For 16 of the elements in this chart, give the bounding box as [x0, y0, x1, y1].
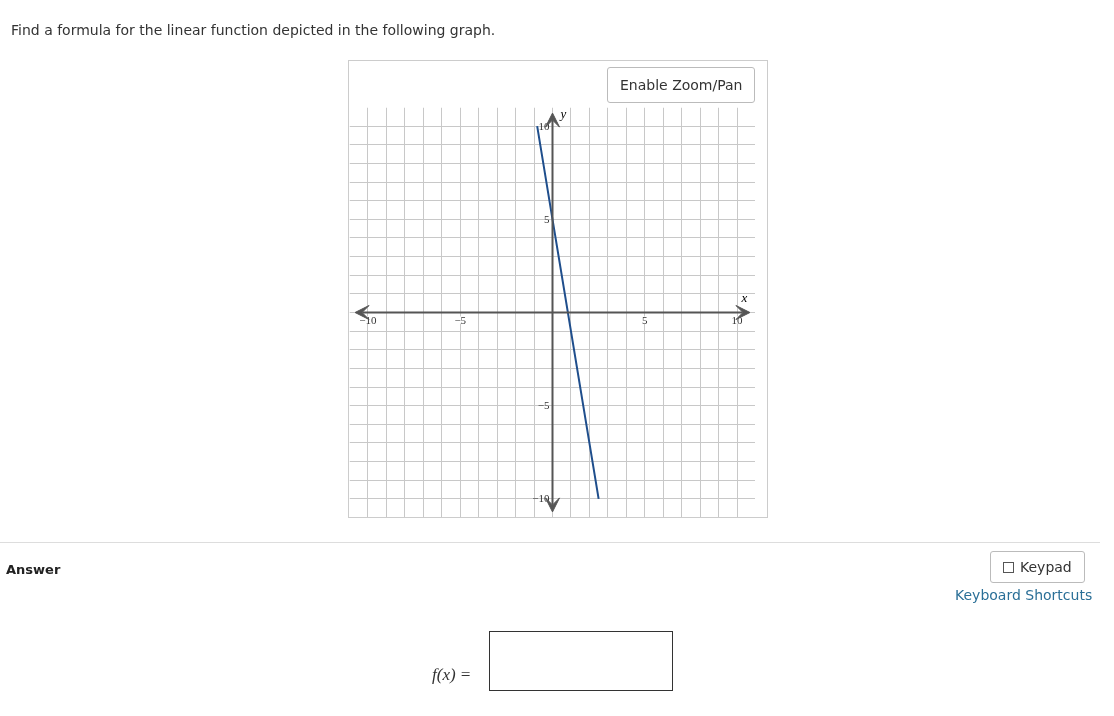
x-tick-label: −5 — [454, 313, 467, 326]
x-tick-label: 5 — [642, 313, 649, 326]
text: Keyboard Shortcuts — [955, 586, 1093, 605]
text: f(x) = — [432, 664, 472, 686]
x-axis-title: x — [740, 289, 748, 305]
x-tick-label: −10 — [359, 313, 378, 326]
x-tick-label: 10 — [731, 313, 744, 326]
text: Keypad — [990, 551, 1085, 583]
y-tick-label: 5 — [544, 212, 550, 225]
y-tick-label: 10 — [538, 119, 550, 132]
y-axis-title: y — [558, 105, 567, 121]
y-tick-label: −10 — [532, 492, 550, 505]
y-tick-label: −5 — [537, 399, 550, 412]
chart-title: Find a formula for the linear function depicted in the following graph. — [11, 21, 496, 40]
text: Enable Zoom/Pan — [607, 67, 756, 103]
text: Answer — [6, 561, 61, 579]
